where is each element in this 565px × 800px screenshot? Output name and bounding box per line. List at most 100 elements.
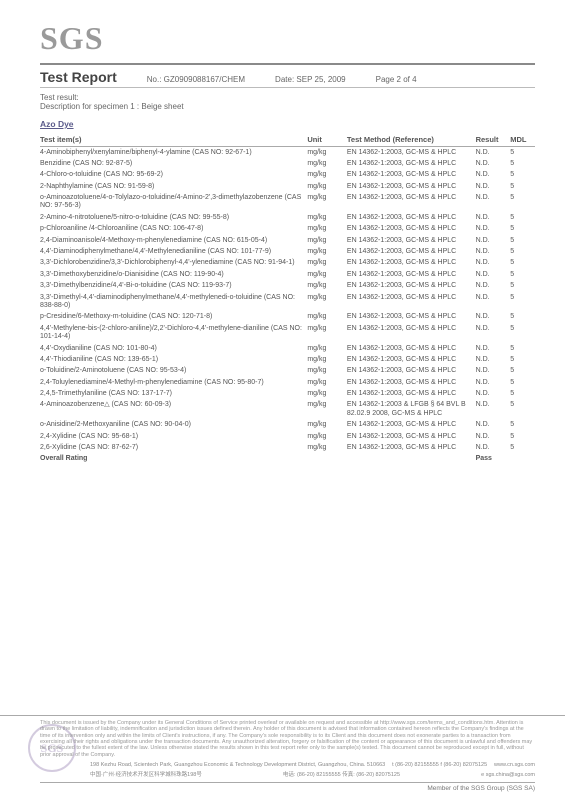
report-no: No.: GZ0909088167/CHEM [147,75,245,84]
cell-method: EN 14362-1:2003, GC-MS & HPLC [347,366,476,377]
cell-unit: mg/kg [307,224,347,235]
cell-result: N.D. [476,181,511,192]
cell-mdl: 5 [510,212,535,223]
cell-result: N.D. [476,443,511,454]
cell-method: EN 14362-1:2003, GC-MS & HPLC [347,170,476,181]
cell-item: o-Toluidine/2-Aminotoluene (CAS NO: 95-5… [40,366,307,377]
table-row: o-Anisidine/2-Methoxyaniline (CAS NO: 90… [40,420,535,431]
cell-method: EN 14362-1:2003, GC-MS & HPLC [347,389,476,400]
cell-item: p-Chloroaniline /4-Chloroaniline (CAS NO… [40,224,307,235]
cell-mdl: 5 [510,193,535,213]
cell-item: 4,4'-Oxydianiline (CAS NO: 101-80-4) [40,343,307,354]
table-row: 4,4'-Thiodianiline (CAS NO: 139-65-1)mg/… [40,354,535,365]
th-result: Result [476,133,511,147]
cell-item: p-Cresidine/6-Methoxy-m-toluidine (CAS N… [40,312,307,323]
cell-result: N.D. [476,212,511,223]
cell-unit: mg/kg [307,366,347,377]
cell-unit: mg/kg [307,258,347,269]
cell-item: 2,6-Xylidine (CAS NO: 87-62-7) [40,443,307,454]
cell-unit: mg/kg [307,431,347,442]
cell-unit: mg/kg [307,354,347,365]
cell-method: EN 14362-1:2003, GC-MS & HPLC [347,181,476,192]
table-row: 4-Chloro-o-toluidine (CAS NO: 95-69-2)mg… [40,170,535,181]
cell-method: EN 14362-1:2003, GC-MS & HPLC [347,343,476,354]
cell-mdl: 5 [510,235,535,246]
cell-item: 4,4'-Methylene-bis-(2-chloro-aniline)/2,… [40,323,307,343]
cell-unit: mg/kg [307,212,347,223]
cell-method: EN 14362-1:2003, GC-MS & HPLC [347,312,476,323]
cell-unit: mg/kg [307,170,347,181]
sgs-logo: SGS [40,20,535,57]
cell-item: 2,4,5-Trimethylaniline (CAS NO: 137-17-7… [40,389,307,400]
cell-unit: mg/kg [307,158,347,169]
cell-item: o-Anisidine/2-Methoxyaniline (CAS NO: 90… [40,420,307,431]
cell-method: EN 14362-1:2003 & LFGB § 64 BVL B 82.02.… [347,400,476,420]
cell-mdl: 5 [510,269,535,280]
table-row: 3,3'-Dichlorobenzidine/3,3'-Dichlorobiph… [40,258,535,269]
title-row: Test Report No.: GZ0909088167/CHEM Date:… [40,69,535,85]
page-num: Page 2 of 4 [376,75,417,84]
cell-result: N.D. [476,366,511,377]
table-row: 2-Amino-4-nitrotoluene/5-nitro-o-toluidi… [40,212,535,223]
cell-result: N.D. [476,389,511,400]
cell-result: N.D. [476,193,511,213]
cell-item: 2,4-Diaminoanisole/4-Methoxy-m-phenylene… [40,235,307,246]
cell-method: EN 14362-1:2003, GC-MS & HPLC [347,377,476,388]
cell-mdl: 5 [510,312,535,323]
overall-result: Pass [476,454,511,465]
cell-item: 4-Chloro-o-toluidine (CAS NO: 95-69-2) [40,170,307,181]
cell-method: EN 14362-1:2003, GC-MS & HPLC [347,258,476,269]
cell-item: 2,4-Toluylenediamine/4-Methyl-m-phenylen… [40,377,307,388]
cell-item: 2-Naphthylamine (CAS NO: 91-59-8) [40,181,307,192]
cell-method: EN 14362-1:2003, GC-MS & HPLC [347,420,476,431]
address-row-cn: 中国·广州·经济技术开发区科学城科珠路198号 电话: (86-20) 8215… [40,772,535,778]
cell-result: N.D. [476,281,511,292]
cell-item: 3,3'-Dimethyl-4,4'-diaminodiphenylmethan… [40,292,307,312]
table-row: 4,4'-Methylene-bis-(2-chloro-aniline)/2,… [40,323,535,343]
table-row: o-Aminoazotoluene/4-o-Tolylazo-o-toluidi… [40,193,535,213]
report-title: Test Report [40,69,117,85]
cell-unit: mg/kg [307,292,347,312]
cell-result: N.D. [476,269,511,280]
cell-result: N.D. [476,312,511,323]
cell-method: EN 14362-1:2003, GC-MS & HPLC [347,193,476,213]
overall-row: Overall RatingPass [40,454,535,465]
separator [40,63,535,65]
cell-mdl: 5 [510,170,535,181]
cell-method: EN 14362-1:2003, GC-MS & HPLC [347,147,476,159]
cell-method: EN 14362-1:2003, GC-MS & HPLC [347,269,476,280]
table-row: 2,6-Xylidine (CAS NO: 87-62-7)mg/kgEN 14… [40,443,535,454]
cell-mdl: 5 [510,281,535,292]
cell-method: EN 14362-1:2003, GC-MS & HPLC [347,247,476,258]
cell-mdl: 5 [510,158,535,169]
cell-mdl: 5 [510,400,535,420]
cell-result: N.D. [476,158,511,169]
cell-item: 3,3'-Dimethylbenzidine/4,4'-Bi-o-toluidi… [40,281,307,292]
cell-result: N.D. [476,224,511,235]
cell-method: EN 14362-1:2003, GC-MS & HPLC [347,431,476,442]
cell-mdl: 5 [510,389,535,400]
results-table: Test item(s) Unit Test Method (Reference… [40,133,535,465]
test-result-label: Test result: [40,93,535,102]
table-row: 3,3'-Dimethyl-4,4'-diaminodiphenylmethan… [40,292,535,312]
table-row: 4-Aminobiphenyl/xenylamine/biphenyl-4-yl… [40,147,535,159]
cell-item: Benzidine (CAS NO: 92-87-5) [40,158,307,169]
cell-mdl: 5 [510,366,535,377]
cell-mdl: 5 [510,292,535,312]
cell-method: EN 14362-1:2003, GC-MS & HPLC [347,212,476,223]
cell-unit: mg/kg [307,343,347,354]
cell-unit: mg/kg [307,443,347,454]
cell-mdl: 5 [510,181,535,192]
cell-mdl: 5 [510,343,535,354]
cell-item: o-Aminoazotoluene/4-o-Tolylazo-o-toluidi… [40,193,307,213]
cell-unit: mg/kg [307,147,347,159]
th-mdl: MDL [510,133,535,147]
table-row: p-Cresidine/6-Methoxy-m-toluidine (CAS N… [40,312,535,323]
footer: This document is issued by the Company u… [0,715,565,794]
cell-method: EN 14362-1:2003, GC-MS & HPLC [347,292,476,312]
cell-result: N.D. [476,323,511,343]
cell-item: 3,3'-Dimethoxybenzidine/o-Dianisidine (C… [40,269,307,280]
cell-item: 2,4-Xylidine (CAS NO: 95-68-1) [40,431,307,442]
cell-method: EN 14362-1:2003, GC-MS & HPLC [347,235,476,246]
tel: t (86-20) 82155555 f (86-20) 82075125 [392,762,487,768]
